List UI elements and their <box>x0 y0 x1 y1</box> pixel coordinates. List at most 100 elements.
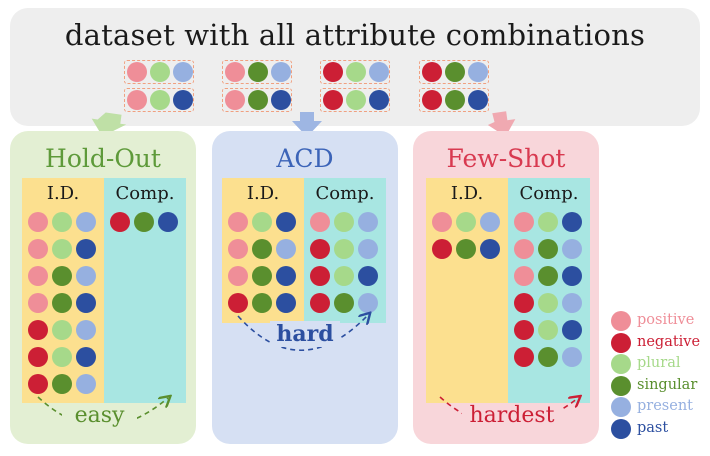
fewshot-comp-dot-plural <box>538 212 558 232</box>
attribute-dot-past <box>271 90 291 110</box>
holdout-id-dot-positive <box>28 239 48 259</box>
fewshot-comp-dot-present <box>562 293 582 313</box>
attribute-dot-present <box>173 62 193 82</box>
fewshot-comp-dot-positive <box>514 266 534 286</box>
fewshot-id-dot-plural <box>456 212 476 232</box>
acd-id-dot-present <box>276 239 296 259</box>
fewshot-comp-dot-singular <box>538 266 558 286</box>
holdout-comp-dot-negative <box>110 212 130 232</box>
acd-id-dot-positive <box>228 266 248 286</box>
legend-negative-icon <box>611 332 631 353</box>
combination-box <box>222 88 292 112</box>
holdout-comp-label: Comp. <box>115 183 175 204</box>
fewshot-comp-dot-singular <box>538 347 558 367</box>
acd-comp-dot-singular <box>334 293 354 313</box>
arrow-to-holdout-icon <box>91 112 127 137</box>
holdout-comp-dot-singular <box>134 212 154 232</box>
holdout-id-dot-negative <box>28 320 48 340</box>
fewshot-id-dot-past <box>480 239 500 259</box>
fewshot-id-dot-present <box>480 212 500 232</box>
fewshot-comp-dot-past <box>562 266 582 286</box>
holdout-comp-dot-past <box>158 212 178 232</box>
attribute-dot-past <box>468 90 488 110</box>
attribute-dot-positive <box>225 62 245 82</box>
acd-id-dot-singular <box>252 266 272 286</box>
holdout-id-dot-present <box>76 374 96 394</box>
acd-id-dot-positive <box>228 239 248 259</box>
attribute-dot-singular <box>248 62 268 82</box>
combination-box <box>320 60 390 84</box>
legend-plural-icon <box>611 354 631 374</box>
fewshot-comp-dot-singular <box>538 239 558 259</box>
arrow-to-acd-icon <box>292 112 322 137</box>
fewshot-comp-dot-present <box>562 239 582 259</box>
acd-comp-dot-plural <box>334 212 354 232</box>
holdout-id-dot-singular <box>52 266 72 286</box>
holdout-id-dot-singular <box>52 374 72 394</box>
legend-plural-label: plural <box>637 355 681 371</box>
fewshot-comp-dot-plural <box>538 320 558 340</box>
fewshot-id-dot-positive <box>432 212 452 232</box>
acd-comp-dot-past <box>358 266 378 286</box>
acd-comp-dot-present <box>358 212 378 232</box>
fewshot-comp-dot-positive <box>514 239 534 259</box>
acd-id-dot-singular <box>252 293 272 313</box>
attribute-dot-positive <box>127 90 147 110</box>
attribute-dot-plural <box>346 62 366 82</box>
holdout-id-dot-positive <box>28 266 48 286</box>
acd-comp-dot-plural <box>334 239 354 259</box>
legend-positive-label: positive <box>637 312 695 328</box>
fewshot-comp-dot-plural <box>538 293 558 313</box>
acd-comp-dot-negative <box>310 239 330 259</box>
fewshot-difficulty: hardest <box>462 403 562 428</box>
dataset-title: dataset with all attribute combinations <box>64 18 646 52</box>
legend-positive-icon <box>611 311 631 331</box>
fewshot-id-dot-negative <box>432 239 452 259</box>
holdout-id-dot-negative <box>28 347 48 367</box>
legend-present-label: present <box>637 398 693 414</box>
holdout-id-dot-past <box>76 239 96 259</box>
holdout-id-label: I.D. <box>46 183 80 204</box>
attribute-dot-negative <box>323 62 343 82</box>
fewshot-comp-dot-negative <box>514 347 534 367</box>
acd-id-label: I.D. <box>246 183 280 204</box>
combination-box <box>320 88 390 112</box>
attribute-dot-positive <box>127 62 147 82</box>
attribute-dot-plural <box>346 90 366 110</box>
acd-id-dot-past <box>276 266 296 286</box>
acd-difficulty: hard <box>270 321 340 347</box>
combination-box <box>124 60 194 84</box>
acd-comp-label: Comp. <box>315 183 375 204</box>
attribute-dot-past <box>369 90 389 110</box>
legend-singular-icon <box>611 375 631 396</box>
legend-past-icon <box>611 418 631 439</box>
acd-title: ACD <box>276 144 334 173</box>
holdout-id-dot-plural <box>52 239 72 259</box>
acd-id-dot-negative <box>228 293 248 313</box>
acd-id-dot-plural <box>252 212 272 232</box>
fewshot-comp-dot-past <box>562 212 582 232</box>
fewshot-id-label: I.D. <box>450 183 484 204</box>
combination-box <box>124 88 194 112</box>
acd-comp-dot-negative <box>310 293 330 313</box>
holdout-id-dot-negative <box>28 374 48 394</box>
fewshot-comp-dot-past <box>562 320 582 340</box>
acd-comp-dot-positive <box>310 212 330 232</box>
legend-singular-label: singular <box>637 376 698 393</box>
attribute-dot-negative <box>422 62 442 82</box>
acd-id-dot-singular <box>252 239 272 259</box>
attribute-dot-plural <box>150 62 170 82</box>
attribute-dot-singular <box>445 90 465 110</box>
fewshot-title: Few-Shot <box>446 144 566 173</box>
attribute-dot-present <box>271 62 291 82</box>
legend-negative-label: negative <box>637 333 701 350</box>
fewshot-comp-label: Comp. <box>519 183 579 204</box>
attribute-dot-positive <box>225 90 245 110</box>
fewshot-id-dot-singular <box>456 239 476 259</box>
fewshot-comp-dot-negative <box>514 293 534 313</box>
acd-transfer-arrow <box>237 315 368 352</box>
attribute-dot-present <box>369 62 389 82</box>
combination-box <box>222 60 292 84</box>
